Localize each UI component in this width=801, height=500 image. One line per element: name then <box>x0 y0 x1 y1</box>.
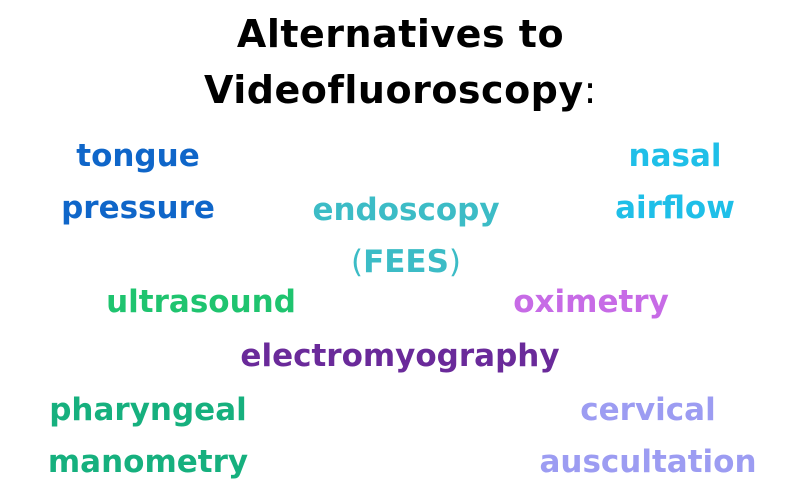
term-endoscopy-abbr: FEES <box>363 244 449 280</box>
term-tongue-pressure-line-2: pressure <box>61 190 215 226</box>
term-pharyngeal-manometry-line-2: manometry <box>47 444 249 480</box>
title-line-1: Alternatives to <box>236 12 565 56</box>
term-pharyngeal-manometry-line-1: pharyngeal <box>49 392 247 428</box>
term-endoscopy-paren-open: ( <box>350 244 364 280</box>
term-cervical-auscultation-line-1: cervical <box>580 392 716 428</box>
term-nasal-airflow-line-2: airflow <box>615 190 735 226</box>
term-nasal-airflow: nasal airflow <box>600 130 750 234</box>
term-pharyngeal-manometry: pharyngeal manometry <box>26 384 270 488</box>
term-ultrasound: ultrasound <box>90 276 312 328</box>
term-tongue-pressure: tongue pressure <box>46 130 230 234</box>
term-cervical-auscultation: cervical auscultation <box>528 384 768 488</box>
term-oximetry: oximetry <box>496 276 686 328</box>
title-colon: : <box>583 68 597 112</box>
term-ultrasound-line-1: ultrasound <box>106 284 296 320</box>
title-line-2-text: Videofluoroscopy <box>204 68 584 112</box>
term-cervical-auscultation-line-2: auscultation <box>539 444 757 480</box>
term-electromyography: electromyography <box>210 330 590 382</box>
term-endoscopy: endoscopy (FEES) <box>296 184 516 288</box>
page-title: Alternatives to Videofluoroscopy: <box>0 6 801 118</box>
term-tongue-pressure-line-1: tongue <box>76 138 200 174</box>
term-endoscopy-line-2: (FEES) <box>296 236 516 288</box>
term-endoscopy-paren-close: ) <box>448 244 462 280</box>
term-oximetry-line-1: oximetry <box>513 284 669 320</box>
title-line-2: Videofluoroscopy: <box>0 62 801 118</box>
term-endoscopy-line-1: endoscopy <box>312 192 500 228</box>
term-electromyography-line-1: electromyography <box>240 338 560 374</box>
term-nasal-airflow-line-1: nasal <box>628 138 722 174</box>
